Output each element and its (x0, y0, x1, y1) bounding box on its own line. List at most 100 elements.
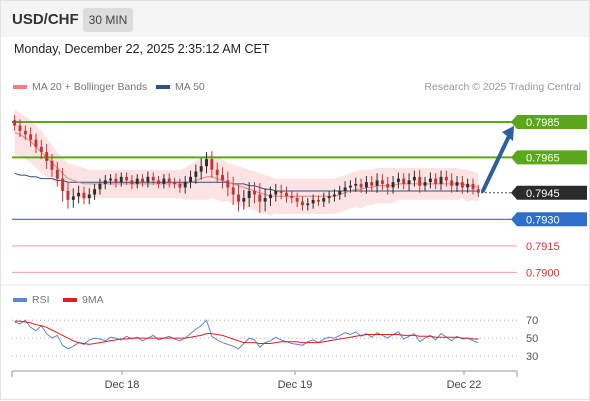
candle-body (285, 192, 288, 197)
candle-body (300, 201, 304, 206)
candle-body (380, 180, 384, 184)
candle-body (178, 183, 182, 188)
candle-body (359, 183, 363, 188)
x-tick-label: Dec 22 (447, 379, 482, 391)
ma20-swatch-icon (13, 85, 27, 90)
x-tick-label: Dec 18 (105, 379, 140, 391)
candle-body (194, 171, 198, 177)
candle-body (221, 175, 224, 181)
candle-body (263, 198, 267, 202)
candle-body (386, 183, 390, 188)
candle-body (428, 178, 432, 183)
resistance-1-label: 0.7965 (526, 152, 560, 164)
last-price-label: 0.7945 (526, 188, 560, 200)
candle-body (215, 169, 219, 176)
candle-body (23, 130, 27, 135)
candle-body (183, 182, 187, 188)
support-2-label: 0.7915 (526, 241, 560, 253)
candle-body (189, 176, 193, 183)
candle-body (29, 134, 33, 140)
candle-body (269, 194, 272, 199)
candle-body (471, 183, 475, 190)
candle-body (205, 159, 208, 167)
candle-body (322, 198, 326, 202)
candle-body (39, 146, 43, 153)
support-1-label-box (511, 212, 587, 227)
ma50-swatch-icon (156, 85, 170, 90)
rsi-tick-label: 50 (526, 333, 538, 345)
rsi-swatch-icon (13, 298, 27, 303)
candle-body (173, 182, 177, 184)
candle-body (66, 191, 70, 200)
timestamp: Monday, December 22, 2025 2:35:12 AM CET (14, 42, 270, 56)
candle-body (306, 203, 310, 206)
candle-body (109, 178, 113, 181)
legend-rsi-ma-label: 9MA (82, 294, 104, 306)
legend-ma20-bollinger: MA 20 + Bollinger Bands (13, 81, 147, 93)
support-3-label: 0.7900 (526, 267, 560, 279)
candle-body (412, 176, 416, 181)
rsi-ma-line (14, 320, 479, 345)
legend-rsi: RSI (13, 294, 50, 306)
candle-body (98, 183, 102, 190)
rsi-tick-label: 70 (526, 315, 538, 327)
resistance-2-label: 0.7985 (526, 117, 560, 129)
resistance-1-label-box (511, 150, 587, 165)
candle-body (18, 125, 22, 131)
candle-body (77, 192, 81, 197)
candle-body (466, 183, 470, 188)
candle-body (455, 182, 459, 186)
candle-body (162, 178, 166, 184)
legend-rsi-label: RSI (32, 294, 50, 306)
candle-body (290, 196, 294, 199)
candle-body (434, 178, 438, 184)
candle-body (71, 196, 75, 200)
candle-body (135, 178, 139, 184)
candle-body (45, 152, 49, 161)
header-bar: USD/CHF 30 MIN (1, 1, 589, 37)
candle-body (167, 178, 171, 183)
candle-body (423, 182, 427, 186)
candle-body (338, 191, 342, 195)
legend-ma20-label: MA 20 + Bollinger Bands (32, 81, 148, 93)
candle-body (34, 139, 38, 147)
ma20-line (14, 132, 479, 197)
candle-body (364, 182, 368, 188)
candle-body (199, 166, 203, 172)
candle-body (439, 176, 443, 184)
candle-body (226, 180, 230, 188)
candle-body (114, 178, 118, 183)
resistance-2-label-box (511, 115, 587, 129)
candle-body (375, 180, 379, 186)
candle-body (327, 196, 331, 199)
candle-body (274, 191, 278, 195)
projection-arrow-shaft (481, 130, 513, 193)
candle-body (407, 180, 411, 184)
candle-body (343, 187, 347, 191)
candle-body (418, 176, 422, 186)
candle-body (311, 199, 315, 204)
candle-body (237, 194, 240, 202)
candle-body (13, 120, 17, 126)
candle-body (476, 189, 480, 193)
candle-body (82, 192, 86, 199)
candle-body (231, 187, 235, 195)
candle-body (119, 176, 123, 183)
ma50-line (14, 172, 479, 192)
candle-body (55, 169, 59, 179)
rsi-ma-swatch-icon (63, 298, 77, 303)
candle-body (141, 178, 145, 183)
symbol-title: USD/CHF (12, 11, 79, 28)
support-1-label: 0.7930 (526, 214, 560, 226)
interval-badge[interactable]: 30 MIN (83, 8, 133, 32)
candle-body (50, 160, 54, 170)
candle-body (93, 189, 97, 195)
candle-body (151, 176, 155, 181)
x-tick-label: Dec 19 (278, 379, 313, 391)
candle-body (103, 180, 107, 184)
candle-body (396, 178, 400, 183)
candle-body (146, 176, 150, 183)
credit-text: Research © 2025 Trading Central (424, 81, 581, 93)
